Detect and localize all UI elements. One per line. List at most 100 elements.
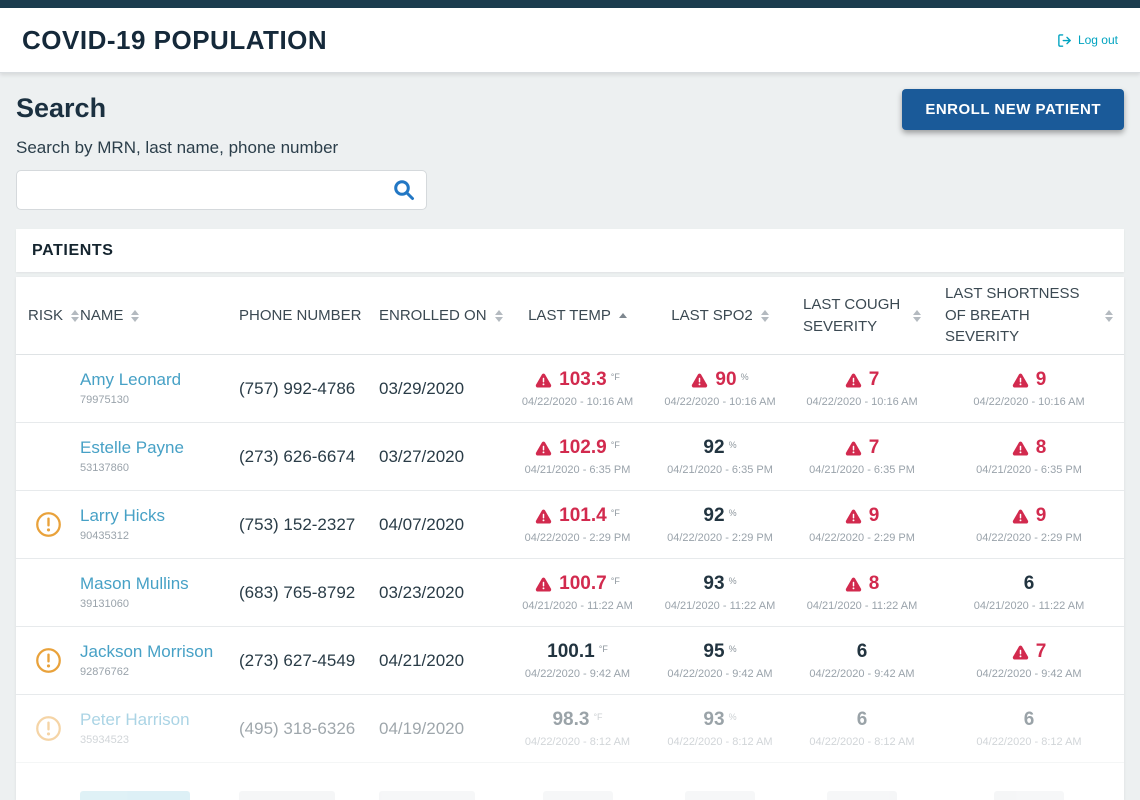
phone-cell-placeholder	[239, 790, 335, 800]
last-temp-unit: °F	[593, 712, 603, 722]
name-cell: Peter Harrison 35934523	[80, 710, 239, 748]
last-cough-severity-cell	[790, 790, 934, 800]
page-title: COVID-19 POPULATION	[22, 24, 328, 55]
last-shortness-of-breath-severity-cell: 8 04/21/2020 - 6:35 PM	[934, 437, 1124, 476]
last-shortness-of-breath-severity-cell-placeholder	[994, 790, 1064, 800]
last-cough-severity-timestamp: 04/21/2020 - 6:35 PM	[809, 464, 915, 476]
last-temp-value: 103.3	[559, 369, 607, 390]
last-spo2-timestamp: 04/21/2020 - 11:22 AM	[664, 600, 776, 612]
last-spo2-unit: %	[728, 712, 737, 722]
warning-icon	[535, 440, 552, 457]
last-spo2-cell: 90% 04/22/2020 - 10:16 AM	[650, 369, 790, 408]
last-shortness-of-breath-severity-value: 6	[1023, 709, 1035, 730]
patients-card-header: PATIENTS	[16, 229, 1124, 272]
search-icon[interactable]	[392, 178, 416, 202]
last-temp-cell: 100.7 °F 04/21/2020 - 11:22 AM	[505, 573, 650, 612]
logout-icon	[1057, 33, 1072, 48]
last-shortness-of-breath-severity-value: 9	[1035, 505, 1047, 526]
last-shortness-of-breath-severity-cell: 9 04/22/2020 - 10:16 AM	[934, 369, 1124, 408]
last-cough-severity-timestamp: 04/22/2020 - 10:16 AM	[806, 396, 918, 408]
last-cough-severity-timestamp: 04/22/2020 - 2:29 PM	[809, 532, 915, 544]
patient-name-link[interactable]: Estelle Payne	[80, 437, 184, 457]
patient-name-link[interactable]: Amy Leonard	[80, 369, 182, 389]
last-temp-value: 100.1	[547, 641, 595, 662]
last-shortness-of-breath-severity-cell: 7 04/22/2020 - 9:42 AM	[934, 641, 1124, 680]
column-label-name: NAME	[80, 306, 124, 324]
last-shortness-of-breath-severity-value-line: 9	[934, 369, 1124, 391]
last-cough-severity-timestamp: 04/21/2020 - 11:22 AM	[806, 600, 918, 612]
warning-icon	[845, 508, 862, 525]
table-row: Larry Hicks 90435312 (753) 152-2327 04/07/2…	[16, 491, 1124, 559]
column-label-phone: PHONE NUMBER	[239, 306, 362, 324]
last-spo2-cell: 93% 04/22/2020 - 8:12 AM	[650, 709, 790, 748]
last-temp-cell: 98.3 °F 04/22/2020 - 8:12 AM	[505, 709, 650, 748]
last-shortness-of-breath-severity-value: 9	[1035, 369, 1047, 390]
sort-control-temp[interactable]	[618, 313, 627, 318]
patients-heading: PATIENTS	[32, 241, 114, 259]
last-temp-timestamp: 04/22/2020 - 9:42 AM	[524, 668, 631, 680]
last-spo2-value-line: 95%	[650, 641, 790, 663]
last-shortness-of-breath-severity-timestamp: 04/22/2020 - 8:12 AM	[976, 736, 1082, 748]
name-cell: Mason Mullins 39131060	[80, 574, 239, 612]
last-spo2-timestamp: 04/22/2020 - 8:12 AM	[667, 736, 773, 748]
warning-icon	[1012, 508, 1029, 525]
last-shortness-of-breath-severity-value: 8	[1035, 437, 1047, 458]
last-shortness-of-breath-severity-timestamp: 04/21/2020 - 11:22 AM	[973, 600, 1085, 612]
warning-icon	[535, 576, 552, 593]
name-cell: Jackson Morrison 92876762	[80, 642, 239, 680]
logout-button[interactable]: Log out	[1057, 33, 1118, 48]
last-temp-unit: °F	[610, 576, 620, 586]
last-spo2-cell: 95% 04/22/2020 - 9:42 AM	[650, 641, 790, 680]
patient-mrn: 53137860	[80, 462, 129, 475]
patient-name-link[interactable]: Jackson Morrison	[80, 641, 214, 661]
last-temp-value-line: 103.3 °F	[505, 369, 650, 391]
patient-mrn: 39131060	[80, 598, 129, 611]
last-temp-timestamp: 04/22/2020 - 10:16 AM	[521, 396, 634, 408]
warning-icon	[1012, 644, 1029, 661]
last-shortness-of-breath-severity-timestamp: 04/21/2020 - 6:35 PM	[976, 464, 1082, 476]
last-shortness-of-breath-severity-timestamp: 04/22/2020 - 10:16 AM	[973, 396, 1085, 408]
column-header-spo2: LAST SPO2	[650, 305, 790, 327]
phone-cell	[239, 790, 379, 800]
column-header-name: NAME	[80, 305, 239, 327]
last-spo2-value-line: 93%	[650, 709, 790, 731]
search-input[interactable]	[29, 181, 392, 199]
last-shortness-of-breath-severity-value-line: 6	[934, 709, 1124, 731]
last-cough-severity-cell: 8 04/21/2020 - 11:22 AM	[790, 573, 934, 612]
patient-name-link[interactable]: Peter Harrison	[80, 709, 190, 729]
last-temp-timestamp: 04/22/2020 - 2:29 PM	[524, 532, 631, 544]
last-spo2-unit: %	[728, 508, 737, 518]
last-cough-severity-value-line: 6	[790, 709, 934, 731]
sort-control-risk[interactable]	[71, 309, 80, 322]
patients-table: RISK NAME PHONE NUMBER ENROLLED ON LAST TEMP…	[16, 277, 1124, 800]
sort-control-cough[interactable]	[913, 309, 921, 322]
patient-name-link[interactable]: Mason Mullins	[80, 573, 189, 593]
column-label-cough: LAST COUGH SEVERITY	[803, 295, 901, 335]
last-shortness-of-breath-severity-cell	[934, 790, 1124, 800]
last-spo2-timestamp: 04/22/2020 - 9:42 AM	[667, 668, 773, 680]
last-spo2-value-line: 92%	[650, 437, 790, 459]
sort-control-enrolled[interactable]	[494, 309, 503, 322]
table-row-partial	[16, 763, 1124, 800]
enrolled-on-cell-placeholder	[379, 790, 475, 800]
patient-name-link[interactable]: Larry Hicks	[80, 505, 166, 525]
enroll-new-patient-button[interactable]: ENROLL NEW PATIENT	[902, 89, 1124, 130]
name-cell	[80, 790, 239, 800]
sort-control-spo2[interactable]	[760, 309, 769, 322]
enrolled-on-cell: 04/21/2020	[379, 650, 465, 670]
sort-control-name[interactable]	[131, 309, 140, 322]
column-header-cough: LAST COUGH SEVERITY	[790, 294, 934, 338]
last-cough-severity-value-line: 7	[790, 369, 934, 391]
risk-cell	[16, 511, 80, 538]
last-temp-timestamp: 04/21/2020 - 11:22 AM	[522, 600, 633, 612]
last-spo2-value: 90	[715, 369, 737, 390]
table-row: Amy Leonard 79975130 (757) 992-4786 03/29/2…	[16, 355, 1124, 423]
last-temp-value-line: 100.1 °F	[505, 641, 650, 663]
last-spo2-cell: 92% 04/21/2020 - 6:35 PM	[650, 437, 790, 476]
warning-icon	[845, 440, 862, 457]
name-cell: Larry Hicks 90435312	[80, 506, 239, 544]
sort-control-breath[interactable]	[1105, 309, 1113, 322]
enrolled-on-cell: 03/29/2020	[379, 378, 465, 398]
app-header: COVID-19 POPULATION Log out	[0, 8, 1140, 73]
last-cough-severity-value: 9	[868, 505, 880, 526]
